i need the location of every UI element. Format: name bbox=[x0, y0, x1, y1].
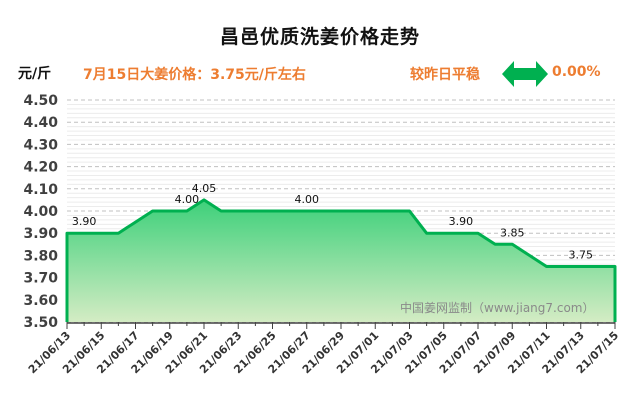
watermark: 中国姜网监制（www.jiang7.com） bbox=[400, 300, 594, 315]
price-area bbox=[67, 199, 615, 322]
y-tick-label: 3.50 bbox=[23, 315, 58, 331]
data-label: 3.75 bbox=[569, 249, 594, 262]
data-label: 3.85 bbox=[500, 226, 525, 239]
data-label: 4.00 bbox=[295, 193, 320, 206]
x-axis: 21/06/1321/06/1521/06/1721/06/1921/06/21… bbox=[26, 322, 621, 376]
price-line bbox=[65, 198, 617, 322]
change-value: 0.00% bbox=[552, 64, 601, 80]
y-tick-label: 4.20 bbox=[23, 160, 58, 176]
y-axis-unit: 元/斤 bbox=[18, 66, 52, 82]
price-note: 7月15日大姜价格：3.75元/斤左右 bbox=[83, 67, 306, 83]
y-tick-label: 3.60 bbox=[23, 293, 58, 309]
y-tick-label: 4.10 bbox=[23, 182, 58, 198]
y-tick-label: 4.30 bbox=[23, 137, 58, 153]
data-labels: 3.904.004.054.003.903.853.75 bbox=[72, 182, 593, 262]
data-label: 4.00 bbox=[175, 193, 200, 206]
chart-title: 昌邑优质洗姜价格走势 bbox=[219, 26, 420, 48]
y-tick-label: 3.80 bbox=[23, 248, 58, 264]
y-tick-label: 4.50 bbox=[23, 93, 58, 109]
y-axis: 4.50 4.40 4.30 4.20 4.10 4.00 3.90 3.80 3.70 3.60… bbox=[23, 93, 58, 331]
y-tick-label: 3.90 bbox=[23, 226, 58, 242]
data-label: 3.90 bbox=[449, 215, 474, 228]
change-label: 较昨日平稳 bbox=[410, 67, 480, 83]
y-tick-label: 4.40 bbox=[23, 115, 58, 131]
left-right-arrow-icon bbox=[502, 61, 548, 87]
data-label: 4.05 bbox=[192, 182, 217, 195]
y-tick-label: 3.70 bbox=[23, 271, 58, 287]
data-label: 3.90 bbox=[72, 215, 97, 228]
y-tick-label: 4.00 bbox=[23, 204, 58, 220]
